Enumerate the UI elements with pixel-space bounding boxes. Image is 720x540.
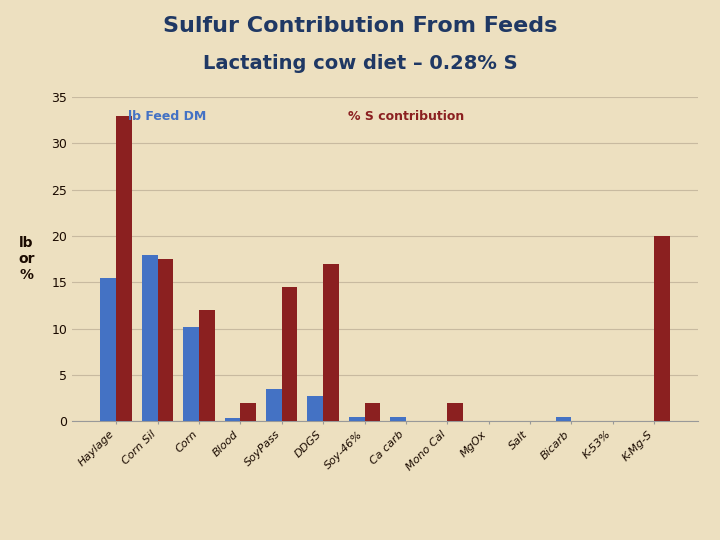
Bar — [390, 417, 406, 421]
Bar — [556, 416, 572, 421]
Bar — [199, 310, 215, 421]
Y-axis label: lb
or
%: lb or % — [18, 236, 35, 282]
Bar — [116, 116, 132, 421]
Bar — [348, 416, 364, 421]
Bar — [654, 236, 670, 421]
Bar — [142, 254, 158, 421]
Bar — [225, 418, 240, 421]
Text: Sulfur Contribution From Feeds: Sulfur Contribution From Feeds — [163, 16, 557, 36]
Text: lb Feed DM: lb Feed DM — [128, 110, 207, 123]
Bar — [266, 389, 282, 421]
Bar — [447, 403, 463, 421]
Bar — [323, 264, 339, 421]
Bar — [364, 403, 380, 421]
Bar — [184, 327, 199, 421]
Bar — [307, 396, 323, 421]
Text: Lactating cow diet – 0.28% S: Lactating cow diet – 0.28% S — [203, 54, 517, 73]
Bar — [101, 278, 116, 421]
Bar — [158, 259, 174, 421]
Text: % S contribution: % S contribution — [348, 110, 464, 123]
Bar — [240, 403, 256, 421]
Bar — [282, 287, 297, 421]
